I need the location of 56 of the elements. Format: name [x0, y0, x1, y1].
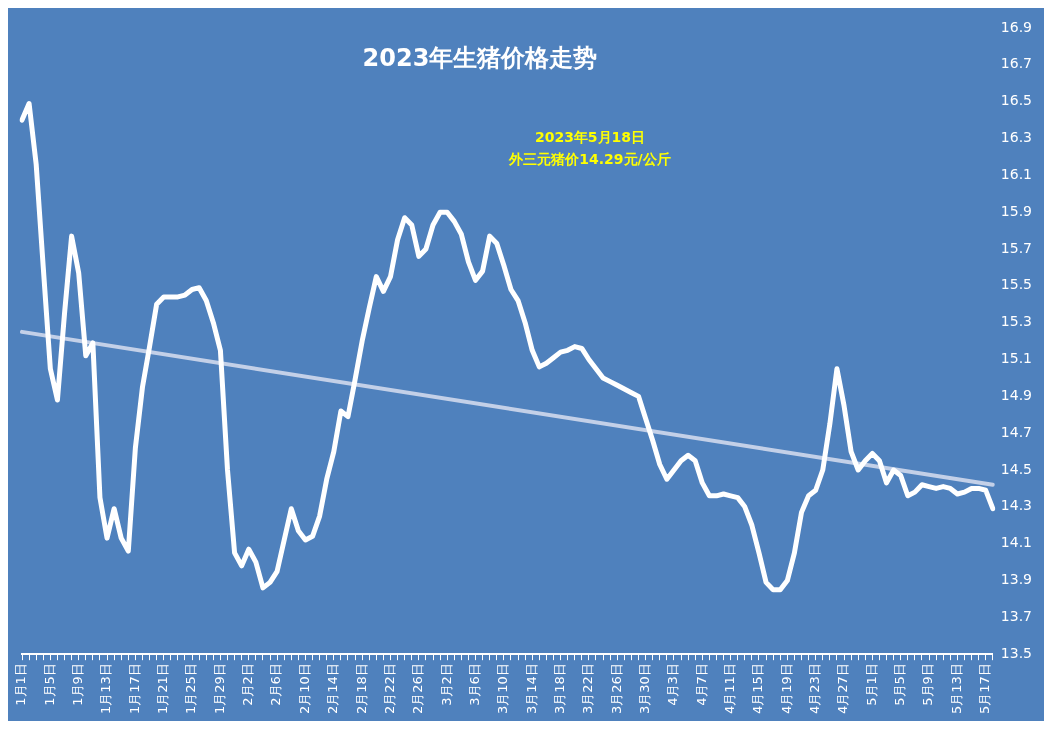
x-tick-label: 4月3日	[665, 663, 681, 706]
x-tick-label: 4月27日	[835, 663, 851, 715]
x-tick-label: 1月5日	[41, 663, 57, 706]
x-tick-label: 4月19日	[778, 663, 794, 715]
y-tick-label: 15.5	[1000, 276, 1032, 293]
x-tick-label: 3月6日	[466, 663, 482, 706]
x-tick-label: 5月13日	[948, 663, 964, 715]
x-tick-label: 3月26日	[608, 663, 624, 715]
x-tick-label: 4月7日	[693, 663, 709, 706]
x-tick-label: 1月17日	[126, 663, 142, 715]
y-tick-label: 14.1	[1000, 534, 1032, 551]
x-tick-label: 3月2日	[438, 663, 454, 706]
y-tick-label: 16.7	[1000, 55, 1032, 72]
x-tick-label: 2月26日	[410, 663, 426, 715]
x-tick-label: 3月14日	[523, 663, 539, 715]
x-tick-label: 1月13日	[98, 663, 114, 715]
y-tick-label: 16.1	[1000, 165, 1032, 182]
x-tick-label: 5月17日	[977, 663, 993, 715]
x-tick-label: 5月1日	[863, 663, 879, 706]
x-tick-label: 2月10日	[296, 663, 312, 715]
y-tick-label: 14.7	[1000, 423, 1032, 440]
y-tick-label: 16.9	[1000, 18, 1032, 35]
y-tick-label: 16.3	[1000, 129, 1032, 146]
y-tick-label: 16.5	[1000, 92, 1032, 109]
annotation: 外三元猪价14.29元/公斤	[508, 150, 671, 167]
y-tick-label: 15.3	[1000, 313, 1032, 330]
x-tick-label: 1月25日	[183, 663, 199, 715]
x-tick-label: 4月23日	[807, 663, 823, 715]
x-tick-label: 2月22日	[381, 663, 397, 715]
x-tick-label: 2月18日	[353, 663, 369, 715]
x-tick-label: 1月9日	[70, 663, 86, 706]
y-tick-label: 13.5	[1000, 644, 1032, 661]
y-tick-label: 15.1	[1000, 350, 1032, 367]
x-tick-label: 1月21日	[155, 663, 171, 715]
x-tick-label: 3月30日	[636, 663, 652, 715]
x-tick-label: 3月18日	[551, 663, 567, 715]
y-tick-label: 14.3	[1000, 497, 1032, 514]
annotation: 2023年5月18日	[534, 128, 646, 145]
y-tick-label: 15.7	[1000, 239, 1032, 256]
x-tick-label: 5月5日	[892, 663, 908, 706]
y-tick-label: 14.5	[1000, 460, 1032, 477]
x-tick-label: 1月1日	[13, 663, 29, 706]
y-tick-label: 14.9	[1000, 386, 1032, 403]
x-tick-label: 4月11日	[722, 663, 738, 715]
x-tick-label: 2月2日	[240, 663, 256, 706]
x-tick-label: 2月6日	[268, 663, 284, 706]
x-tick-label: 3月10日	[495, 663, 511, 715]
y-tick-label: 15.9	[1000, 202, 1032, 219]
y-tick-label: 13.7	[1000, 607, 1032, 624]
y-tick-label: 13.9	[1000, 571, 1032, 588]
text: 2023年生猪价格走势	[362, 44, 598, 73]
x-tick-label: 3月22日	[580, 663, 596, 715]
x-tick-label: 4月15日	[750, 663, 766, 715]
x-tick-label: 2月14日	[325, 663, 341, 715]
x-tick-label: 5月9日	[920, 663, 936, 706]
x-tick-label: 1月29日	[211, 663, 227, 715]
